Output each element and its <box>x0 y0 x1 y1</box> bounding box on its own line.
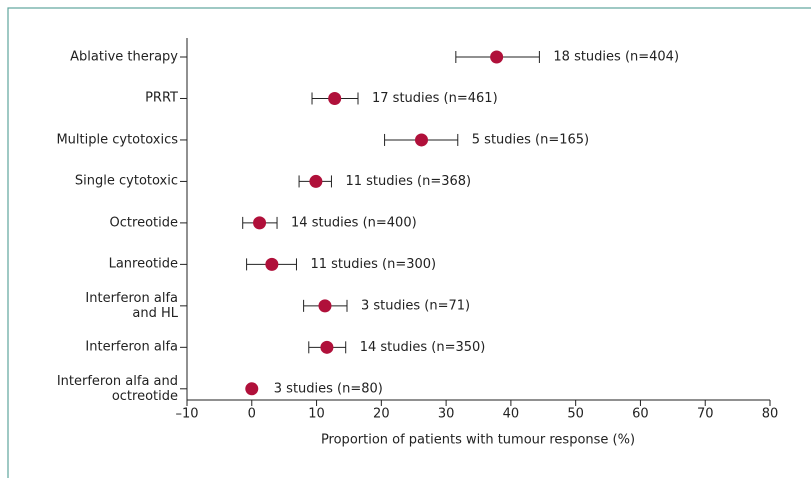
y-tick-label: Interferon alfa and octreotide <box>56 373 178 404</box>
y-tick-label: Interferon alfa <box>85 339 178 355</box>
point <box>318 299 332 313</box>
point <box>490 50 504 64</box>
point <box>328 91 342 105</box>
y-tick-label: Lanreotide <box>108 256 178 272</box>
x-tick-label: 0 <box>248 407 256 422</box>
x-tick-label: 80 <box>762 407 779 422</box>
point <box>414 133 428 147</box>
x-tick-label: 50 <box>567 407 584 422</box>
point <box>320 340 334 354</box>
annotation: 11 studies (n=368) <box>345 174 471 189</box>
x-tick-label: 30 <box>438 407 455 422</box>
x-tick-label: 20 <box>373 407 390 422</box>
annotation: 3 studies (n=80) <box>274 381 383 396</box>
point <box>309 174 323 188</box>
annotation: 14 studies (n=400) <box>291 215 417 230</box>
annotation: 5 studies (n=165) <box>472 132 589 147</box>
frame <box>7 7 811 478</box>
point <box>245 382 259 396</box>
x-tick-label: 70 <box>697 407 714 422</box>
x-axis-label: Proportion of patients with tumour respo… <box>321 433 635 448</box>
annotation: 14 studies (n=350) <box>360 340 486 355</box>
y-tick-label: PRRT <box>145 90 178 106</box>
annotation: 11 studies (n=300) <box>310 257 436 272</box>
x-tick-label: 40 <box>503 407 520 422</box>
y-tick-label: Octreotide <box>109 215 178 231</box>
annotation: 17 studies (n=461) <box>372 91 498 106</box>
point <box>253 216 267 230</box>
x-tick-label: 10 <box>308 407 325 422</box>
point <box>265 257 279 271</box>
y-tick-label: Multiple cytotoxics <box>56 132 178 148</box>
x-tick-label: –10 <box>175 407 198 422</box>
y-tick-label: Single cytotoxic <box>74 173 178 189</box>
x-tick-label: 60 <box>632 407 649 422</box>
annotation: 3 studies (n=71) <box>361 298 470 313</box>
y-tick-label: Interferon alfa and HL <box>85 290 178 321</box>
y-tick-label: Ablative therapy <box>70 49 178 65</box>
annotation: 18 studies (n=404) <box>553 50 679 65</box>
